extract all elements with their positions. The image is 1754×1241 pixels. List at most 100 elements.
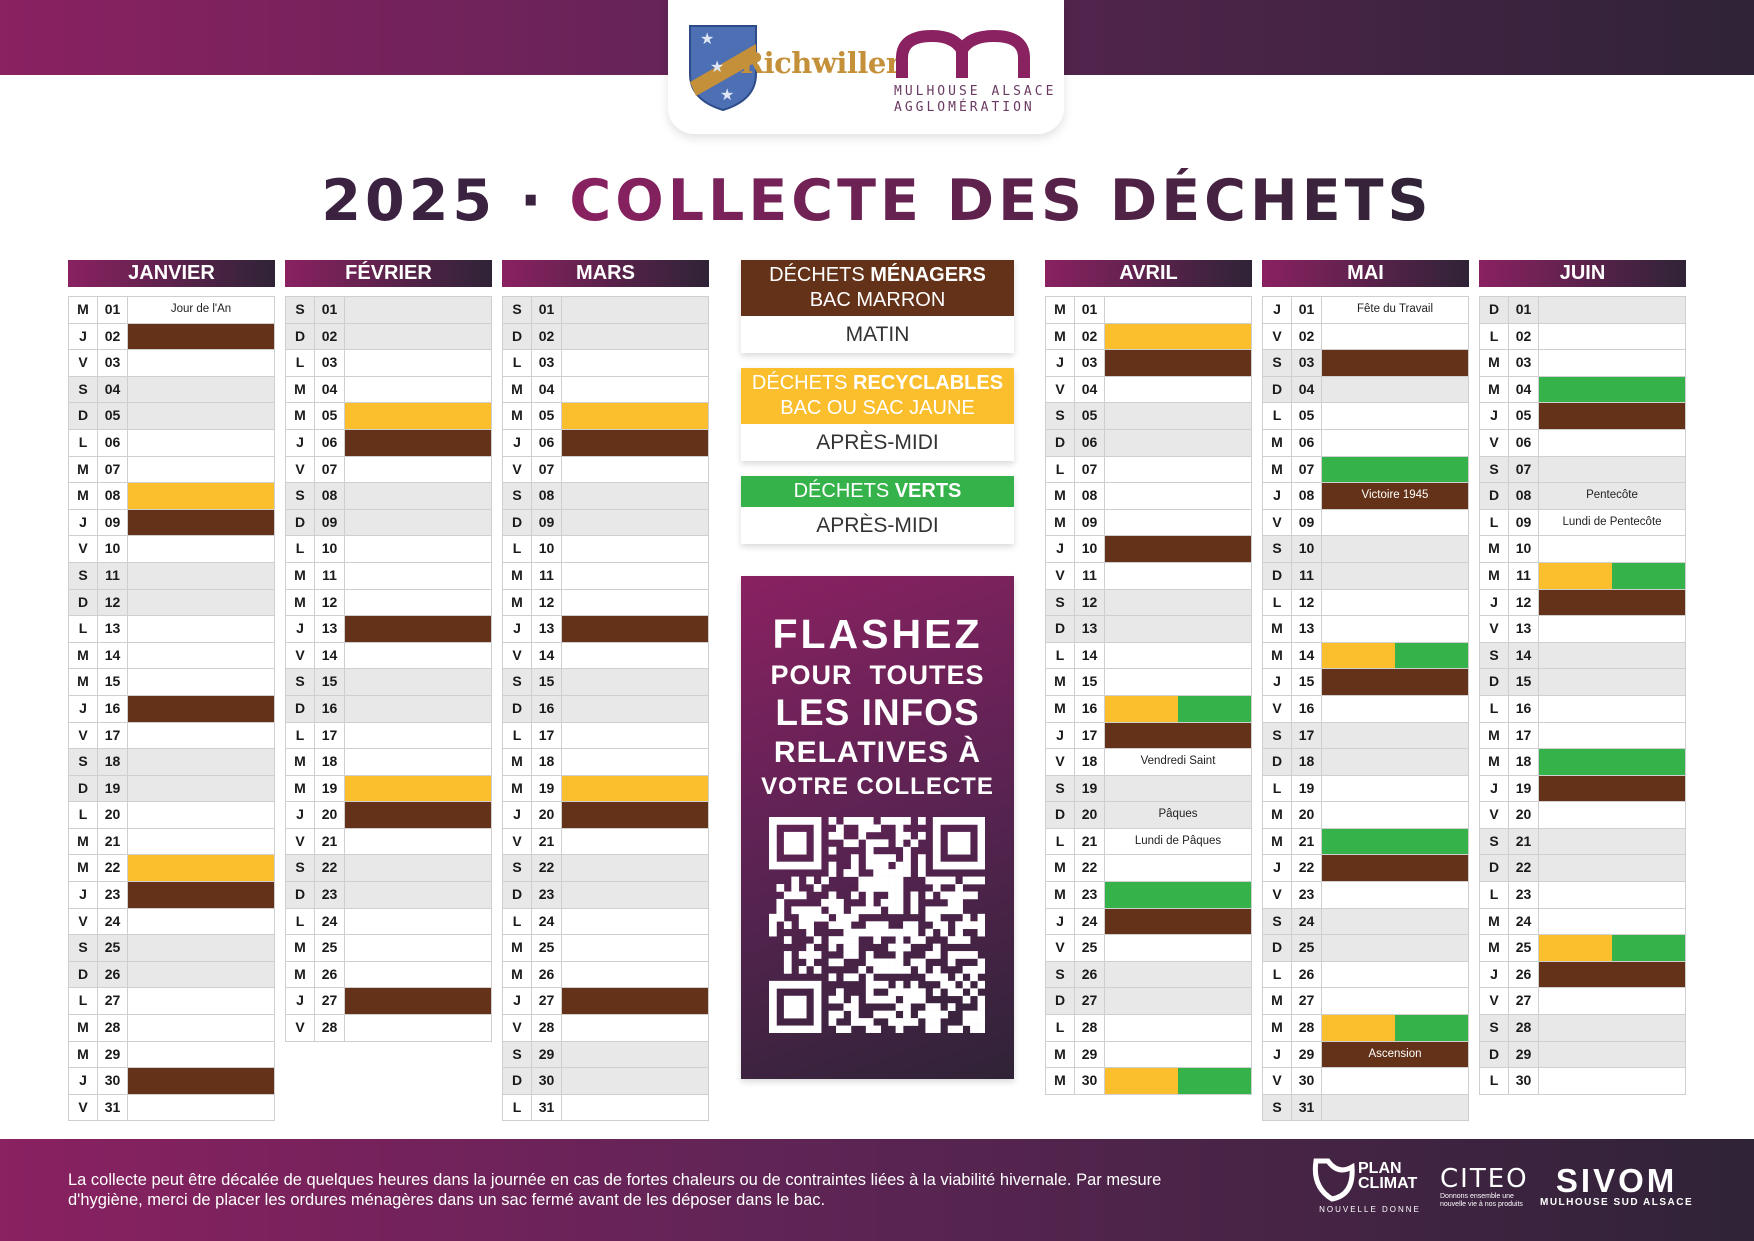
day-row: M 29	[1046, 1041, 1251, 1069]
collection-cell	[1105, 403, 1251, 429]
day-letter: J	[286, 616, 315, 642]
collection-cell	[1105, 1068, 1251, 1094]
day-row: D 16	[503, 695, 708, 723]
day-list: M 01 M 02 J 03 V 04 S 05 D 06 L 07 M 08 M 09 J 10 V 11 S 12 D 13 L…	[1045, 296, 1252, 1095]
collection-cell	[562, 749, 708, 775]
day-letter: S	[1046, 961, 1075, 988]
collection-cell	[562, 563, 708, 589]
day-letter: S	[1046, 589, 1075, 616]
collection-cell: Victoire 1945	[1322, 483, 1468, 509]
day-number: 17	[98, 722, 128, 749]
day-number: 10	[98, 536, 128, 562]
day-number: 03	[98, 350, 128, 376]
verts-marker	[1178, 1068, 1251, 1094]
day-number: 11	[315, 562, 345, 589]
day-row: M 16	[1046, 695, 1251, 723]
day-row: D 23	[503, 882, 708, 909]
page-title: 2025 · COLLECTE DES DÉCHETS	[0, 168, 1754, 234]
day-row: M 08	[69, 483, 274, 510]
collection-cell	[1322, 324, 1468, 350]
svg-text:★: ★	[700, 29, 714, 48]
day-letter: S	[1263, 536, 1292, 562]
day-letter: S	[1263, 350, 1292, 376]
collection-cell	[1322, 749, 1468, 775]
day-number: 11	[1509, 562, 1539, 589]
collection-cell	[1105, 377, 1251, 403]
collection-cell	[1322, 696, 1468, 722]
collection-cell	[128, 509, 274, 536]
day-row: M 18	[503, 749, 708, 776]
holiday-label: Vendredi Saint	[1140, 755, 1216, 768]
holiday-label: Lundi de Pâques	[1134, 834, 1222, 847]
legend-menagers-prefix: DÉCHETS	[769, 264, 871, 286]
day-row: M 10	[1480, 536, 1685, 563]
day-letter: V	[1263, 509, 1292, 536]
day-letter: V	[1480, 429, 1509, 456]
collection-cell	[128, 935, 274, 961]
day-letter: S	[503, 483, 532, 509]
day-letter: D	[1046, 988, 1075, 1015]
collection-cell	[562, 1068, 708, 1094]
menagers-marker	[562, 616, 708, 642]
day-letter: J	[1263, 483, 1292, 509]
day-letter: S	[1480, 1015, 1509, 1041]
day-row: D 19	[69, 775, 274, 803]
collection-cell	[562, 988, 708, 1015]
day-number: 28	[1292, 1015, 1322, 1041]
collection-cell	[562, 350, 708, 376]
day-number: 09	[315, 509, 345, 536]
day-row: S 14	[1480, 642, 1685, 670]
day-letter: V	[1046, 935, 1075, 961]
day-row: L 19	[1263, 775, 1468, 803]
day-number: 13	[1292, 616, 1322, 642]
collection-cell	[1539, 562, 1685, 589]
day-row: S 31	[1263, 1094, 1468, 1122]
day-number: 01	[1509, 297, 1539, 323]
day-letter: S	[503, 297, 532, 323]
day-number: 07	[1075, 456, 1105, 483]
menagers-marker	[1105, 350, 1251, 376]
recyclables-marker	[128, 855, 274, 882]
day-letter: L	[1046, 456, 1075, 483]
day-letter: L	[1480, 323, 1509, 350]
sivom-name: SIVOM	[1555, 1162, 1678, 1199]
day-row: J 13	[503, 616, 708, 643]
day-number: 09	[98, 509, 128, 536]
day-row: J 09	[69, 509, 274, 537]
day-letter: D	[286, 509, 315, 536]
legend-recyclables-line2: BAC OU SAC JAUNE	[780, 397, 975, 419]
holiday-label: Jour de l'An	[170, 303, 232, 315]
collection-cell	[128, 323, 274, 350]
day-row: L 17	[503, 722, 708, 750]
day-row: D 20 Pâques	[1046, 802, 1251, 829]
day-number: 09	[532, 509, 562, 536]
day-number: 27	[98, 988, 128, 1015]
day-list: D 01 L 02 M 03 M 04 J 05 V 06 S 07 D 08 Pentecôte L 09 Lund…	[1479, 296, 1686, 1095]
legend-recyclables-title: DÉCHETS RECYCLABLES BAC OU SAC JAUNE	[741, 368, 1014, 424]
collection-cell	[345, 563, 491, 589]
day-row: V 20	[1480, 802, 1685, 829]
day-row: L 03	[503, 350, 708, 377]
day-letter: D	[69, 961, 98, 988]
collection-cell	[128, 695, 274, 722]
collection-cell	[1105, 510, 1251, 536]
day-row: M 06	[1263, 429, 1468, 457]
day-number: 06	[532, 429, 562, 456]
day-letter: M	[1046, 1041, 1075, 1068]
collection-cell	[1322, 1095, 1468, 1121]
collection-cell	[562, 882, 708, 908]
collection-cell	[562, 590, 708, 616]
qr-code-icon[interactable]	[769, 817, 985, 1033]
day-letter: D	[503, 323, 532, 350]
month-4: AVRIL M 01 M 02 J 03 V 04 S 05 D 06 L 07 M 08 M 09 J 10 V 11 S 1…	[1045, 260, 1252, 1095]
day-letter: V	[1480, 988, 1509, 1015]
day-letter: D	[1480, 1041, 1509, 1068]
legend-verts: DÉCHETS VERTS APRÈS-MIDI	[741, 476, 1014, 544]
day-number: 17	[1075, 722, 1105, 749]
collection-cell	[128, 457, 274, 483]
holiday-label: Pâques	[1158, 808, 1198, 821]
collection-cell	[128, 669, 274, 695]
menagers-marker	[1539, 775, 1685, 802]
day-row: M 13	[1263, 616, 1468, 643]
day-number: 14	[1292, 642, 1322, 669]
